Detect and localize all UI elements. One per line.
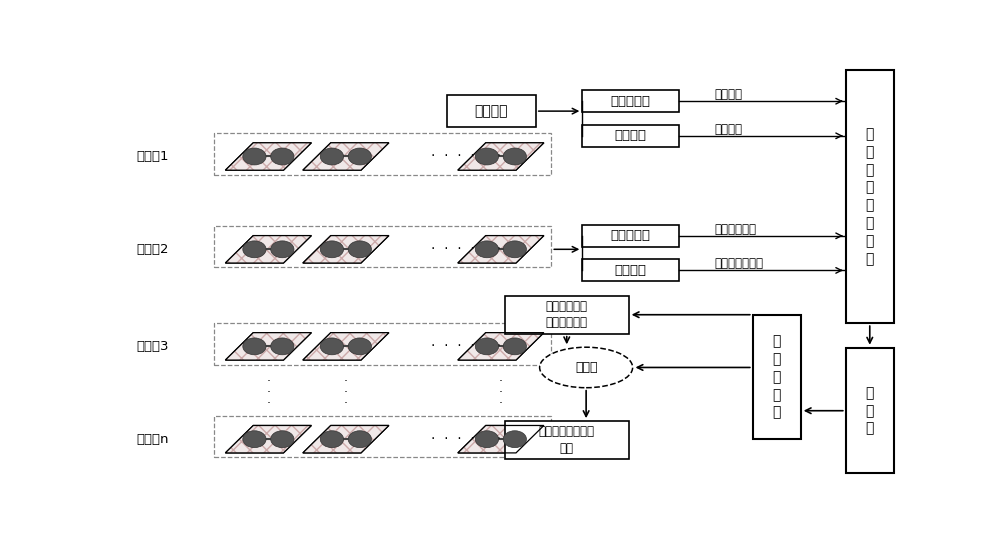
Text: 外部环境: 外部环境: [474, 104, 508, 118]
Polygon shape: [458, 333, 544, 360]
FancyBboxPatch shape: [582, 259, 679, 281]
Ellipse shape: [503, 241, 526, 258]
Text: 温度传感器: 温度传感器: [611, 229, 651, 242]
Polygon shape: [303, 333, 389, 360]
Text: 组件工作温度: 组件工作温度: [714, 222, 756, 236]
Text: ·  ·  ·  ·  ·  ·: · · · · · ·: [431, 339, 501, 353]
FancyBboxPatch shape: [582, 225, 679, 247]
FancyBboxPatch shape: [582, 90, 679, 112]
Polygon shape: [225, 425, 311, 453]
Ellipse shape: [348, 338, 371, 355]
Polygon shape: [458, 333, 544, 360]
Ellipse shape: [348, 148, 371, 165]
FancyBboxPatch shape: [447, 95, 536, 127]
Text: ·
·
·: · · ·: [499, 375, 503, 410]
Ellipse shape: [271, 338, 294, 355]
Ellipse shape: [475, 148, 499, 165]
Polygon shape: [225, 333, 311, 360]
Text: 路
由
器: 路 由 器: [866, 386, 874, 436]
Ellipse shape: [348, 431, 371, 448]
Text: 组件串n: 组件串n: [137, 433, 169, 446]
Ellipse shape: [243, 148, 266, 165]
Text: 组件串2: 组件串2: [137, 243, 169, 256]
Polygon shape: [303, 143, 389, 170]
Ellipse shape: [320, 431, 344, 448]
Polygon shape: [458, 236, 544, 263]
Polygon shape: [225, 236, 311, 263]
FancyBboxPatch shape: [505, 296, 629, 334]
Text: 直流电压、电流: 直流电压、电流: [714, 257, 763, 270]
Text: ·
·
·: · · ·: [266, 375, 270, 410]
Ellipse shape: [320, 148, 344, 165]
FancyBboxPatch shape: [753, 315, 801, 439]
Polygon shape: [225, 425, 311, 453]
Text: ·  ·  ·  ·  ·  ·: · · · · · ·: [431, 150, 501, 163]
Text: ·  ·  ·  ·  ·  ·: · · · · · ·: [431, 242, 501, 256]
Text: 无
线
数
据
汇
集
装
置: 无 线 数 据 汇 集 装 置: [866, 127, 874, 266]
Polygon shape: [225, 143, 311, 170]
Ellipse shape: [503, 431, 526, 448]
Polygon shape: [458, 236, 544, 263]
Polygon shape: [225, 143, 311, 170]
Text: 外部生产监控管理
系统: 外部生产监控管理 系统: [539, 425, 595, 455]
Ellipse shape: [475, 431, 499, 448]
FancyBboxPatch shape: [582, 125, 679, 147]
Polygon shape: [458, 143, 544, 170]
Polygon shape: [303, 143, 389, 170]
Ellipse shape: [243, 338, 266, 355]
Text: 组件串3: 组件串3: [137, 340, 169, 353]
Ellipse shape: [503, 148, 526, 165]
Text: 辐射照度: 辐射照度: [714, 123, 742, 136]
Text: 硅光电池: 硅光电池: [615, 129, 647, 142]
Polygon shape: [458, 425, 544, 453]
Ellipse shape: [540, 347, 633, 388]
Ellipse shape: [243, 241, 266, 258]
Ellipse shape: [320, 241, 344, 258]
Text: ·
·
·: · · ·: [344, 375, 348, 410]
Ellipse shape: [243, 431, 266, 448]
Ellipse shape: [475, 241, 499, 258]
Text: 场级性能监测
故障识别系统: 场级性能监测 故障识别系统: [546, 300, 588, 329]
Ellipse shape: [271, 148, 294, 165]
Text: 霍尔元件: 霍尔元件: [615, 264, 647, 277]
FancyBboxPatch shape: [505, 421, 629, 459]
Text: 数
据
服
务
器: 数 据 服 务 器: [773, 334, 781, 420]
Text: 组件串1: 组件串1: [137, 150, 169, 163]
Ellipse shape: [503, 338, 526, 355]
Polygon shape: [225, 333, 311, 360]
Polygon shape: [303, 236, 389, 263]
Polygon shape: [303, 425, 389, 453]
Polygon shape: [303, 333, 389, 360]
Polygon shape: [458, 143, 544, 170]
Ellipse shape: [320, 338, 344, 355]
FancyBboxPatch shape: [846, 349, 894, 473]
Polygon shape: [303, 236, 389, 263]
Ellipse shape: [271, 241, 294, 258]
Ellipse shape: [271, 431, 294, 448]
Text: 互联网: 互联网: [575, 361, 597, 374]
Ellipse shape: [348, 241, 371, 258]
FancyBboxPatch shape: [846, 70, 894, 323]
Text: 环境温度: 环境温度: [714, 88, 742, 100]
Polygon shape: [303, 425, 389, 453]
Ellipse shape: [475, 338, 499, 355]
Polygon shape: [225, 236, 311, 263]
Text: ·  ·  ·  ·  ·  ·: · · · · · ·: [431, 432, 501, 446]
Polygon shape: [458, 425, 544, 453]
Text: 温度传感器: 温度传感器: [611, 95, 651, 108]
